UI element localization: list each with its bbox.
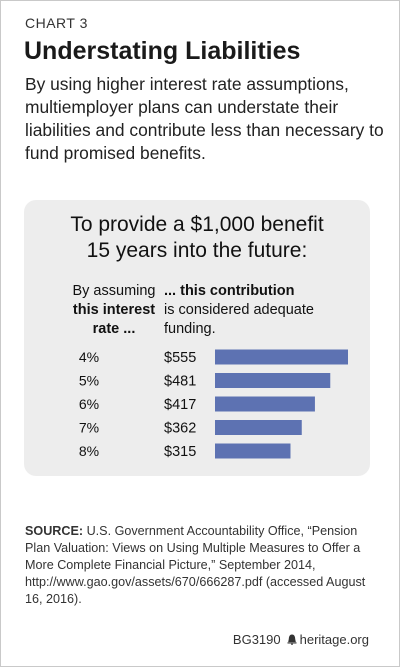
contribution-header-line-2: is considered adequate (164, 302, 314, 318)
contribution-value-label: $417 (164, 397, 196, 413)
interest-rate-label: 8% (79, 443, 99, 459)
source-text: U.S. Government Accountability Office, “… (25, 524, 366, 606)
contribution-value-label: $362 (164, 421, 196, 437)
contribution-bar (215, 443, 291, 459)
contribution-value-label: $555 (164, 350, 196, 366)
contribution-value-label: $315 (164, 444, 196, 460)
site-name: heritage.org (299, 632, 369, 647)
bar-chart: 4% $555 5% $481 6% $417 7% $362 8% $315 (79, 349, 348, 460)
contribution-value-label: $481 (164, 374, 196, 390)
contribution-bar (215, 396, 315, 412)
chart-number: CHART 3 (25, 15, 88, 31)
contribution-column-header: ... this contribution is considered adeq… (164, 282, 364, 339)
panel-heading: To provide a $1,000 benefit 15 years int… (24, 212, 370, 264)
chart-panel: To provide a $1,000 benefit 15 years int… (24, 200, 370, 476)
source-note: SOURCE: U.S. Government Accountability O… (25, 523, 385, 608)
panel-heading-line-1: To provide a $1,000 benefit (70, 213, 324, 236)
interest-rate-label: 6% (79, 396, 99, 412)
interest-rate-column-header: By assuming this interest rate ... (64, 282, 164, 339)
interest-header-line-3: rate ... (92, 321, 136, 337)
bell-logo-icon (287, 634, 297, 645)
contribution-bar (215, 420, 302, 435)
interest-header-line-1: By assuming (72, 283, 156, 299)
panel-heading-line-2: 15 years into the future: (86, 239, 308, 262)
interest-rate-label: 5% (79, 373, 99, 389)
chart-title: Understating Liabilities (24, 37, 301, 65)
interest-rate-label: 4% (79, 349, 99, 365)
source-label: SOURCE: (25, 524, 84, 538)
interest-rate-label: 7% (79, 420, 99, 436)
contribution-header-line-1: ... this contribution (164, 283, 295, 299)
interest-header-line-2: this interest (72, 302, 156, 318)
contribution-header-line-3: funding. (164, 321, 216, 337)
footer: BG3190 heritage.org (233, 632, 369, 647)
contribution-bar (215, 373, 331, 388)
chart-subtitle: By using higher interest rate assumption… (25, 74, 384, 163)
report-code: BG3190 (232, 632, 281, 647)
contribution-bar (215, 349, 348, 365)
